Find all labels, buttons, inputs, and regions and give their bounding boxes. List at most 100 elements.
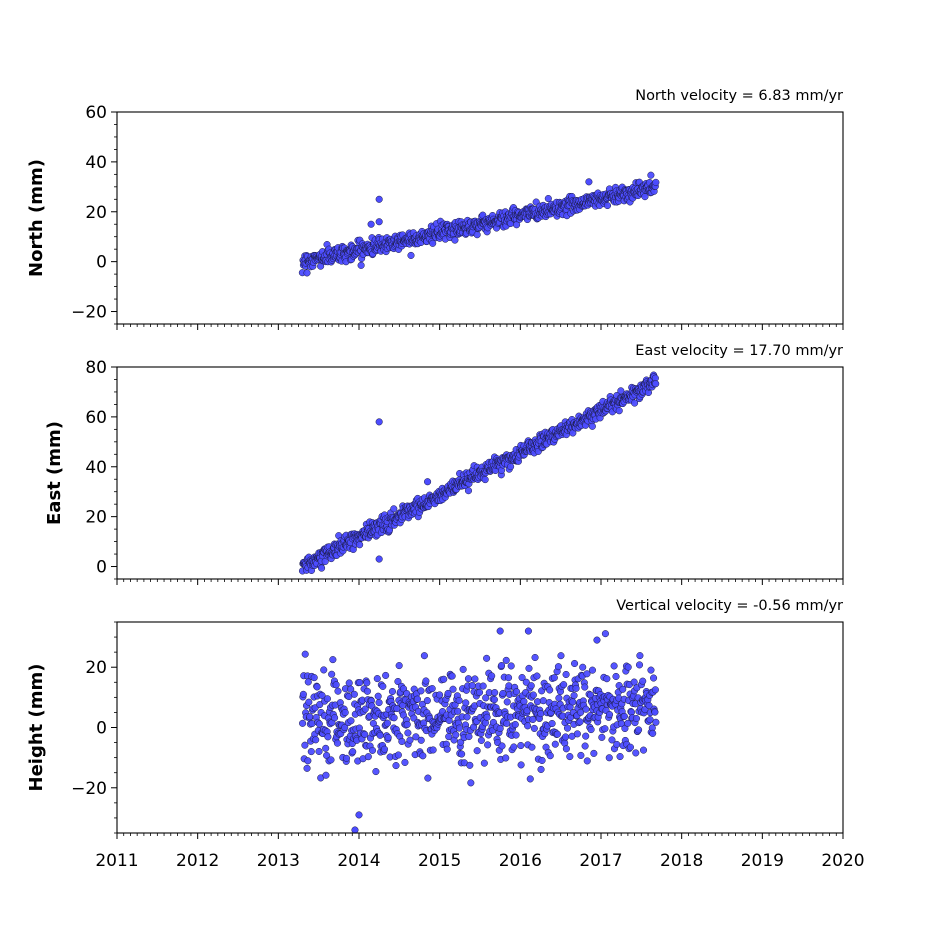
data-point [380,745,389,753]
data-point [570,691,578,700]
data-point [301,650,309,658]
data-point [341,708,349,717]
data-point [619,685,627,693]
data-point [626,743,634,751]
data-point [407,251,415,259]
outlier-point [375,195,383,203]
data-point [465,733,473,741]
data-point [458,750,466,758]
x-tick-label: 2011 [95,851,138,871]
data-point [579,663,587,671]
data-point [455,724,463,732]
data-point [328,670,336,678]
data-point [557,652,565,660]
data-point [350,690,358,698]
data-point [517,761,525,769]
data-point [320,666,328,674]
data-point [507,463,515,471]
x-tick-label: 2018 [660,851,703,871]
data-point [322,744,330,752]
data-point [587,726,595,734]
data-point [624,663,632,671]
data-point [322,771,330,779]
data-point [341,723,349,732]
data-point [369,719,377,727]
data-point [651,686,659,694]
data-point [601,630,609,638]
data-point [528,743,536,751]
data-point [304,678,312,686]
data-point [401,758,409,766]
data-point [490,696,498,704]
data-point [392,762,400,770]
data-point [393,704,401,713]
data-point [615,407,623,415]
data-point [646,716,654,724]
data-point [588,422,596,430]
x-tick-label: 2014 [337,851,380,871]
data-point [368,746,377,754]
data-point [624,719,632,727]
y-axis-label: Height (mm) [26,664,47,792]
data-point [417,687,425,695]
data-point [308,719,316,728]
y-tick-label: 0 [96,719,107,739]
data-point [306,713,314,721]
y-tick-label: 20 [85,658,107,678]
data-point [630,678,638,686]
data-point [496,724,504,733]
data-point [533,672,541,680]
data-point [652,718,660,726]
data-point [569,698,577,706]
data-point [511,720,519,729]
data-point [390,714,398,722]
data-point [572,684,580,692]
data-point [639,677,647,685]
data-point [551,740,559,748]
y-tick-label: 60 [85,103,107,123]
data-point [650,674,658,682]
data-point [464,675,473,683]
data-point [452,731,460,739]
data-point [479,682,487,690]
data-point [395,662,403,670]
data-point [363,687,371,695]
data-point [503,719,511,727]
y-axis-label: North (mm) [26,159,47,277]
data-point [424,774,432,782]
data-point [379,682,387,690]
outlier-point [355,811,363,819]
data-point [315,747,323,756]
data-point [632,714,641,723]
panel-3: 2011 2012 2013 2014 2015 2016 2017 2018 2019 2020… [26,598,865,871]
data-point [510,743,518,751]
data-point [522,678,530,686]
data-point [562,745,570,753]
data-point [372,768,380,776]
velocity-title: North velocity = 6.83 mm/yr [635,88,843,104]
data-point [473,231,481,239]
data-point [315,720,323,728]
data-point [318,564,326,572]
outlier-point [593,636,601,644]
data-point [347,685,355,693]
data-point [603,201,612,210]
data-point [550,674,558,682]
data-point [342,754,351,762]
outlier-point [375,555,383,563]
data-point [420,652,428,660]
data-point [645,702,653,710]
data-point [520,697,528,706]
data-point [566,753,574,761]
data-point [507,662,515,670]
y-tick-label: 40 [85,153,107,173]
data-point [316,701,324,709]
x-tick-label: 2015 [418,851,461,871]
data-point [652,178,660,186]
x-tick-label: 2016 [499,851,542,871]
y-tick-label: 0 [96,253,107,273]
data-point [356,541,364,549]
data-point [524,722,532,730]
data-point [529,691,537,699]
